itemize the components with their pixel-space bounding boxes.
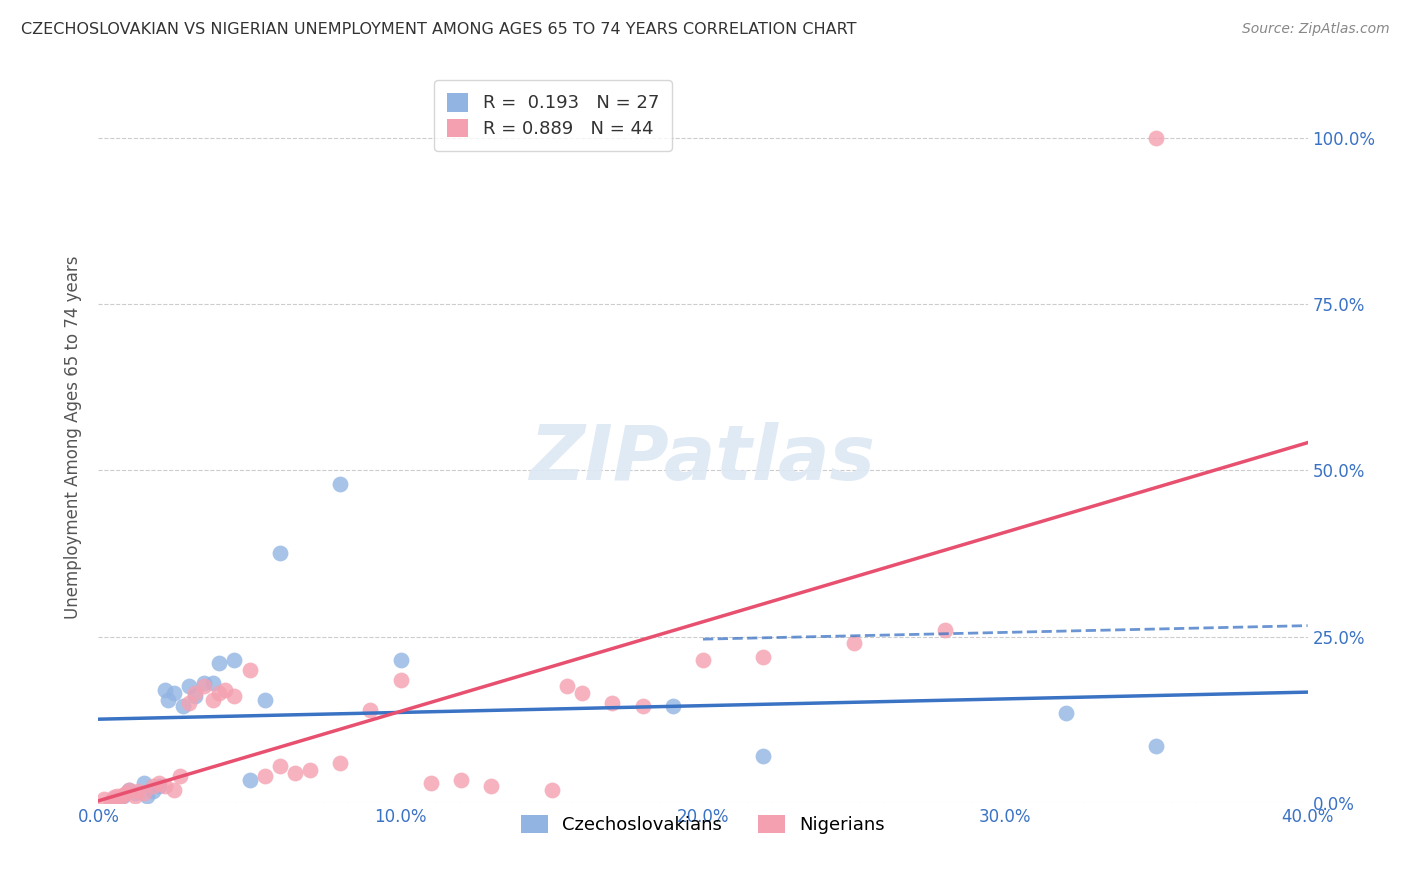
Point <box>142 779 165 793</box>
Point <box>540 782 562 797</box>
Point <box>108 791 131 805</box>
Point <box>214 682 236 697</box>
Point <box>1054 706 1077 720</box>
Point <box>124 786 146 800</box>
Point <box>360 703 382 717</box>
Point <box>450 772 472 787</box>
Point <box>602 696 624 710</box>
Point <box>184 690 207 704</box>
Point <box>1144 131 1167 145</box>
Point <box>239 772 262 787</box>
Point <box>269 546 291 560</box>
Point <box>153 682 176 697</box>
Point <box>132 776 155 790</box>
Point <box>389 653 412 667</box>
Point <box>169 769 191 783</box>
Point <box>124 789 146 804</box>
Point <box>420 776 443 790</box>
Point <box>179 680 201 694</box>
Point <box>111 788 134 802</box>
Point <box>148 779 170 793</box>
Point <box>179 696 201 710</box>
Point <box>692 653 714 667</box>
Point <box>253 769 276 783</box>
Point <box>239 663 262 677</box>
Point <box>111 789 134 804</box>
Point <box>153 779 176 793</box>
Point <box>103 790 125 805</box>
Text: Source: ZipAtlas.com: Source: ZipAtlas.com <box>1241 22 1389 37</box>
Point <box>284 765 307 780</box>
Point <box>103 792 125 806</box>
Point <box>114 786 136 800</box>
Point <box>100 794 122 808</box>
Point <box>148 776 170 790</box>
Point <box>208 656 231 670</box>
Legend: Czechoslovakians, Nigerians: Czechoslovakians, Nigerians <box>513 807 893 841</box>
Point <box>163 686 186 700</box>
Point <box>253 692 276 706</box>
Point <box>163 782 186 797</box>
Point <box>135 789 157 804</box>
Point <box>193 680 215 694</box>
Point <box>934 623 956 637</box>
Point <box>752 749 775 764</box>
Point <box>269 759 291 773</box>
Point <box>661 699 683 714</box>
Point <box>127 784 149 798</box>
Point <box>118 782 141 797</box>
Point <box>389 673 412 687</box>
Point <box>631 699 654 714</box>
Point <box>118 782 141 797</box>
Point <box>481 779 503 793</box>
Point <box>208 686 231 700</box>
Point <box>193 676 215 690</box>
Text: ZIPatlas: ZIPatlas <box>530 422 876 496</box>
Point <box>224 690 246 704</box>
Point <box>752 649 775 664</box>
Text: CZECHOSLOVAKIAN VS NIGERIAN UNEMPLOYMENT AMONG AGES 65 TO 74 YEARS CORRELATION C: CZECHOSLOVAKIAN VS NIGERIAN UNEMPLOYMENT… <box>21 22 856 37</box>
Point <box>184 686 207 700</box>
Point <box>156 692 179 706</box>
Y-axis label: Unemployment Among Ages 65 to 74 years: Unemployment Among Ages 65 to 74 years <box>65 255 83 619</box>
Point <box>93 792 115 806</box>
Point <box>224 653 246 667</box>
Point <box>172 699 194 714</box>
Point <box>202 676 225 690</box>
Point <box>105 789 128 804</box>
Point <box>202 692 225 706</box>
Point <box>142 784 165 798</box>
Point <box>329 756 352 770</box>
Point <box>555 680 578 694</box>
Point <box>1144 739 1167 754</box>
Point <box>571 686 593 700</box>
Point <box>844 636 866 650</box>
Point <box>132 786 155 800</box>
Point <box>299 763 322 777</box>
Point <box>329 476 352 491</box>
